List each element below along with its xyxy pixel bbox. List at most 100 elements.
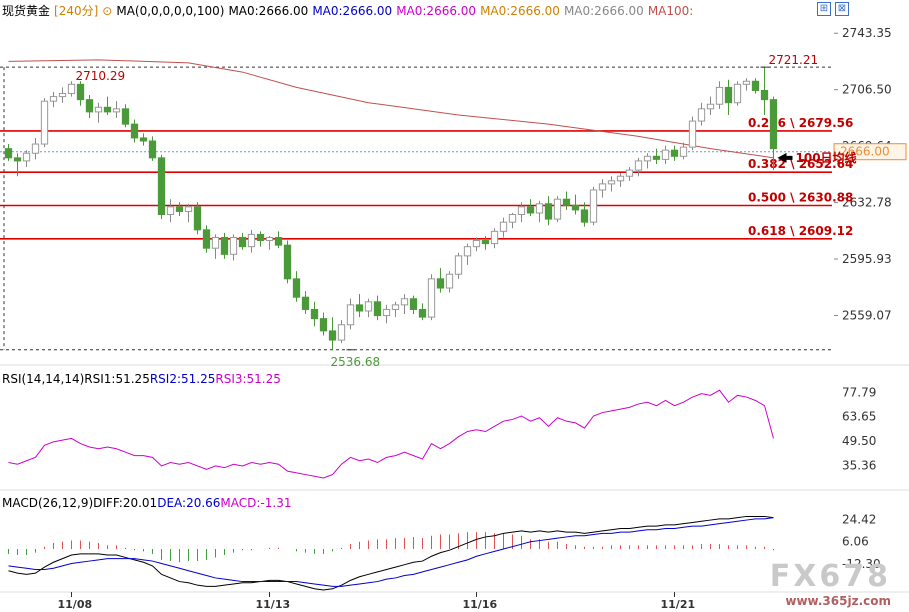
ma-item-1: MA0:2666.00 xyxy=(312,4,393,18)
rsi-item-0: RSI(14,14,14) xyxy=(2,372,85,386)
candle-body-61 xyxy=(553,198,562,220)
candle-body-34 xyxy=(310,308,319,320)
candle-body-60 xyxy=(544,203,553,220)
macd-dea-line xyxy=(8,517,774,587)
rsi-item-1: RSI1:51.25 xyxy=(84,372,150,386)
candle-body-0 xyxy=(4,148,13,159)
candle-body-20 xyxy=(184,206,193,212)
settings-icon[interactable]: ⊞ xyxy=(817,2,831,16)
candle-body-52 xyxy=(472,240,481,248)
candle-body-50 xyxy=(454,255,463,275)
fib-label-3: 0.618 \ 2609.12 xyxy=(748,224,853,238)
candle-body-53 xyxy=(481,240,490,245)
candle-body-78 xyxy=(706,103,715,110)
symbol-name: 现货黄金 xyxy=(2,4,51,18)
macd-item-3: MACD:-1.31 xyxy=(220,496,292,510)
ma-item-4: MA0:2666.00 xyxy=(563,4,644,18)
candle-body-17 xyxy=(157,157,166,216)
candle-body-10 xyxy=(94,106,103,113)
ma-item-2: MA0:2666.00 xyxy=(396,4,477,18)
candle-body-76 xyxy=(688,120,697,148)
candle-body-13 xyxy=(121,108,130,125)
candle-body-23 xyxy=(211,236,220,249)
rsi-item-2: RSI2:51.25 xyxy=(149,372,216,386)
macd-tick-1: 6.06 xyxy=(842,535,869,549)
ma-arrow-icon xyxy=(777,152,793,163)
candle-body-42 xyxy=(382,308,391,317)
rsi-tick-0: 77.79 xyxy=(842,385,876,399)
candle-body-85 xyxy=(769,99,778,150)
candle-body-68 xyxy=(616,175,625,182)
candle-body-30 xyxy=(274,236,283,246)
candle-body-59 xyxy=(535,203,544,214)
candle-body-2 xyxy=(22,152,31,162)
current-price-box xyxy=(833,143,907,161)
watermark: FX678 www.365jz.com xyxy=(770,559,891,608)
candle-body-41 xyxy=(373,301,382,317)
chart-header: 现货黄金 [240分] ⊙ MA(0,0,0,0,0,100) MA0:2666.00 M… xyxy=(2,2,701,19)
low-label: 2536.68 xyxy=(331,355,381,369)
macd-tick-2: -12.30 xyxy=(842,557,881,571)
fib-label-2: 0.500 \ 2630.88 xyxy=(748,190,853,204)
candle-body-39 xyxy=(355,304,364,312)
candle-body-4 xyxy=(40,100,49,145)
candle-body-71 xyxy=(643,155,652,162)
macd-tick-0: 24.42 xyxy=(842,513,876,527)
candle-body-73 xyxy=(661,149,670,160)
rsi-tick-1: 63.65 xyxy=(842,410,876,424)
candle-body-49 xyxy=(445,273,454,289)
candle-body-51 xyxy=(463,246,472,257)
candle-body-43 xyxy=(391,304,400,310)
candle-body-27 xyxy=(247,233,256,248)
candle-body-29 xyxy=(265,236,274,242)
candle-body-80 xyxy=(724,86,733,104)
period-label[interactable]: [240分] xyxy=(54,4,99,18)
rsi-item-3: RSI3:51.25 xyxy=(215,372,281,386)
ma100-line xyxy=(8,59,774,159)
ma-item-0: MA0:2666.00 xyxy=(228,4,309,18)
price-tick-0: 2743.35 xyxy=(842,26,892,40)
candle-body-65 xyxy=(589,189,598,223)
candle-body-74 xyxy=(670,149,679,157)
candle-body-35 xyxy=(319,318,328,332)
x-label-1: 11/13 xyxy=(256,598,291,611)
candle-body-64 xyxy=(580,209,589,223)
x-label-0: 11/08 xyxy=(58,598,93,611)
candle-body-58 xyxy=(526,206,535,214)
close-icon[interactable]: ⊠ xyxy=(835,2,849,16)
candle-body-36 xyxy=(328,330,337,341)
x-label-3: 11/21 xyxy=(661,598,696,611)
rsi-tick-3: 35.36 xyxy=(842,458,876,472)
rsi-tick-2: 49.50 xyxy=(842,434,876,448)
candle-body-6 xyxy=(58,93,67,98)
ma-annotation: 100日均线 xyxy=(796,150,857,165)
price-tick-3: 2632.78 xyxy=(842,196,892,210)
candle-body-40 xyxy=(364,301,373,312)
candle-body-3 xyxy=(31,143,40,154)
candle-body-70 xyxy=(634,160,643,171)
macd-item-1: DIFF:20.01 xyxy=(93,496,158,510)
candle-body-18 xyxy=(166,206,175,216)
ma-settings-icon[interactable]: ⊙ xyxy=(102,4,113,18)
candle-body-8 xyxy=(76,83,85,101)
candle-body-66 xyxy=(598,183,607,191)
candle-body-28 xyxy=(256,233,265,242)
watermark-url: www.365jz.com xyxy=(785,594,891,608)
fib-label-0: 0.236 \ 2679.56 xyxy=(748,116,853,130)
ma-item-3: MA0:2666.00 xyxy=(480,4,560,18)
candle-body-84 xyxy=(760,89,769,101)
candle-body-56 xyxy=(508,214,517,223)
candle-body-7 xyxy=(67,83,76,95)
candle-body-46 xyxy=(418,308,427,318)
candle-body-83 xyxy=(751,80,760,91)
candle-body-38 xyxy=(346,304,355,326)
candle-body-82 xyxy=(742,80,751,85)
candle-body-37 xyxy=(337,324,346,341)
panel-controls: ⊞ ⊠ xyxy=(813,2,849,16)
price-tick-1: 2706.50 xyxy=(842,83,892,97)
price-tick-4: 2595.93 xyxy=(842,252,892,266)
rsi-header: RSI(14,14,14)RSI1:51.25RSI2:51.25RSI3:51… xyxy=(2,372,281,386)
macd-header: MACD(26,12,9)DIFF:20.01DEA:20.66MACD:-1.… xyxy=(2,496,291,510)
candle-body-16 xyxy=(148,140,157,159)
